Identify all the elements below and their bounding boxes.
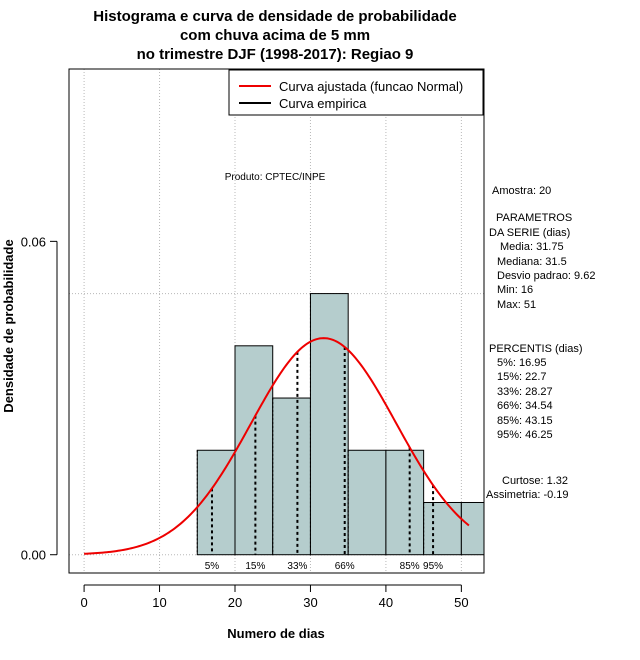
stat-p33: 33%: 28.27 [497, 386, 553, 398]
stat-percentis-title: PERCENTIS (dias) [489, 343, 583, 355]
histogram-bar-6 [423, 501, 462, 556]
histogram-bar-1 [234, 345, 274, 556]
chart-title-line-1: Histograma e curva de densidade de proba… [93, 8, 456, 25]
x-tick-label-20: 20 [228, 595, 242, 610]
percentile-label-3: 66% [335, 561, 355, 572]
plot-frame [68, 68, 485, 574]
statistics-panel: Amostra: 20 PARAMETROS DA SERIE (dias) M… [486, 185, 595, 501]
stat-assimetria: Assimetria: -0.19 [486, 489, 569, 501]
y-axis: 0.00 0.06 [21, 234, 58, 563]
x-axis: 0 10 20 30 40 50 [80, 584, 469, 610]
percentile-lines [210, 347, 435, 555]
x-tick-label-50: 50 [454, 595, 468, 610]
x-tick-label-30: 30 [303, 595, 317, 610]
histogram-bar-5 [385, 449, 425, 556]
percentile-labels: 5% 15% 33% 66% 85% 95% [205, 561, 443, 572]
y-tick-label-0: 0.00 [21, 548, 46, 563]
percentile-label-0: 5% [205, 561, 220, 572]
percentile-label-2: 33% [287, 561, 307, 572]
stat-p66: 66%: 34.54 [497, 400, 553, 412]
histogram-bars [196, 293, 485, 556]
grid-lines [69, 69, 484, 573]
histogram-bar-0 [196, 449, 236, 556]
x-tick-label-40: 40 [379, 595, 393, 610]
legend: Curva ajustada (funcao Normal) Curva emp… [228, 69, 484, 116]
stat-max: Max: 51 [497, 299, 536, 311]
histogram-bar-7 [460, 501, 485, 556]
y-tick-label-1: 0.06 [21, 234, 46, 249]
stat-mediana: Mediana: 31.5 [497, 256, 567, 268]
stat-p5: 5%: 16.95 [497, 357, 547, 369]
stat-curtose: Curtose: 1.32 [502, 475, 568, 487]
percentile-label-5: 95% [423, 561, 443, 572]
percentile-label-4: 85% [400, 561, 420, 572]
stat-min: Min: 16 [497, 284, 533, 296]
chart-title-line-2: com chuva acima de 5 mm [180, 27, 370, 44]
stat-p95: 95%: 46.25 [497, 429, 553, 441]
stat-p85: 85%: 43.15 [497, 415, 553, 427]
x-axis-title: Numero de dias [227, 626, 325, 641]
stat-parametros-title: PARAMETROS [496, 212, 572, 224]
x-tick-label-10: 10 [152, 595, 166, 610]
histogram-bar-4 [347, 449, 387, 556]
x-tick-label-0: 0 [80, 595, 87, 610]
stat-parametros-subtitle: DA SERIE (dias) [489, 227, 570, 239]
chart-title-line-3: no trimestre DJF (1998-2017): Regiao 9 [137, 46, 414, 63]
legend-label-normal: Curva ajustada (funcao Normal) [279, 79, 463, 94]
histogram-bar-3 [309, 293, 349, 556]
stat-media: Media: 31.75 [500, 241, 564, 253]
legend-box [228, 69, 484, 116]
stat-p15: 15%: 22.7 [497, 371, 547, 383]
stat-amostra: Amostra: 20 [492, 185, 551, 197]
normal-fit-curve [84, 337, 470, 555]
product-annotation: Produto: CPTEC/INPE [225, 172, 326, 183]
histogram-bar-2 [272, 397, 311, 556]
percentile-label-1: 15% [245, 561, 265, 572]
y-axis-title: Densidade de probabilidade [1, 239, 16, 412]
legend-label-empirical: Curva empirica [279, 96, 367, 111]
stat-desvio: Desvio padrao: 9.62 [497, 270, 595, 282]
